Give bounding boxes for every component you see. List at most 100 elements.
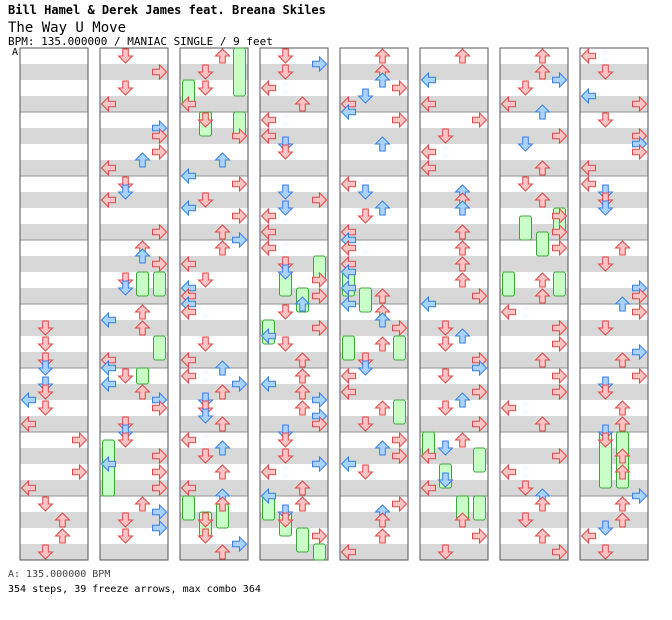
beat-stripe — [180, 480, 248, 496]
step-arrow-down — [437, 336, 454, 352]
step-arrow-down — [597, 384, 614, 400]
beat-stripe — [420, 368, 488, 384]
step-arrow-up — [454, 392, 471, 408]
step-arrow-right — [312, 271, 328, 289]
beat-stripe — [340, 416, 408, 432]
beat-stripe — [580, 272, 648, 288]
chart-column — [99, 47, 169, 561]
step-arrow-up — [214, 224, 231, 240]
step-arrow-up — [374, 288, 391, 304]
beat-stripe — [340, 400, 408, 416]
beat-stripe — [20, 176, 88, 192]
beat-stripe — [580, 384, 648, 400]
beat-stripe — [580, 480, 648, 496]
beat-stripe — [420, 384, 488, 400]
step-arrow-up — [134, 248, 151, 264]
step-arrow-up — [134, 496, 151, 512]
chart-column — [339, 47, 409, 561]
beat-stripe — [580, 464, 648, 480]
step-arrow-right — [552, 223, 568, 241]
beat-stripe — [580, 176, 648, 192]
beat-stripe — [260, 240, 328, 256]
beat-stripe — [420, 496, 488, 512]
beat-stripe — [20, 416, 88, 432]
beat-stripe — [340, 256, 408, 272]
step-arrow-right — [232, 375, 248, 393]
step-arrow-up — [614, 448, 631, 464]
step-arrow-right — [552, 543, 568, 561]
step-arrow-down — [277, 504, 294, 520]
chart-column — [499, 47, 569, 561]
beat-stripe — [580, 208, 648, 224]
beat-stripe — [500, 512, 568, 528]
column-border — [339, 47, 409, 561]
beat-stripe — [100, 464, 168, 480]
step-arrow-up — [454, 200, 471, 216]
step-arrow-up — [534, 352, 551, 368]
step-arrow-up — [534, 160, 551, 176]
step-arrow-left — [180, 255, 196, 273]
beat-stripe — [20, 512, 88, 528]
step-arrow-down — [517, 176, 534, 192]
step-arrow-left — [420, 71, 436, 89]
beat-stripe — [340, 496, 408, 512]
beat-stripe — [580, 400, 648, 416]
beat-stripe — [420, 464, 488, 480]
step-arrow-up — [374, 72, 391, 88]
beat-stripe — [100, 528, 168, 544]
step-arrow-down — [357, 88, 374, 104]
beat-stripe — [500, 256, 568, 272]
step-arrow-right — [312, 527, 328, 545]
step-arrow-down — [277, 336, 294, 352]
step-arrow-left — [260, 463, 276, 481]
step-arrow-right — [312, 415, 328, 433]
step-arrow-down — [597, 320, 614, 336]
beat-stripe — [340, 48, 408, 64]
beat-stripe — [180, 448, 248, 464]
beat-stripe — [500, 528, 568, 544]
beat-stripe — [20, 496, 88, 512]
beat-stripe — [180, 96, 248, 112]
beat-stripe — [180, 160, 248, 176]
step-arrow-down — [197, 392, 214, 408]
beat-stripe — [180, 240, 248, 256]
beat-stripe — [500, 416, 568, 432]
beat-stripe — [100, 304, 168, 320]
beat-stripe — [20, 480, 88, 496]
step-arrow-up — [614, 352, 631, 368]
beat-stripe — [340, 384, 408, 400]
beat-stripe — [420, 112, 488, 128]
beat-stripe — [500, 464, 568, 480]
beat-stripe — [340, 144, 408, 160]
step-arrow-up — [454, 432, 471, 448]
beat-stripe — [580, 432, 648, 448]
beat-stripe — [100, 288, 168, 304]
beat-stripe — [180, 272, 248, 288]
beat-stripe — [340, 208, 408, 224]
step-arrow-down — [37, 320, 54, 336]
footer-stats: 354 steps, 39 freeze arrows, max combo 3… — [8, 584, 261, 595]
step-arrow-down — [597, 184, 614, 200]
beat-stripe — [260, 336, 328, 352]
beat-stripe — [500, 320, 568, 336]
step-arrow-up — [454, 240, 471, 256]
beat-stripe — [340, 512, 408, 528]
beat-stripe — [180, 400, 248, 416]
beat-stripe — [340, 176, 408, 192]
step-arrow-down — [597, 520, 614, 536]
beat-stripe — [500, 144, 568, 160]
beat-stripe — [420, 416, 488, 432]
step-arrow-right — [552, 239, 568, 257]
beat-stripe — [500, 544, 568, 560]
step-arrow-up — [534, 496, 551, 512]
step-arrow-up — [534, 416, 551, 432]
step-arrow-right — [632, 487, 648, 505]
step-arrow-left — [260, 111, 276, 129]
step-arrow-left — [100, 455, 116, 473]
step-arrow-left — [180, 199, 196, 217]
beat-stripe — [100, 512, 168, 528]
beat-stripe — [420, 336, 488, 352]
step-arrow-left — [580, 527, 596, 545]
beat-stripe — [340, 480, 408, 496]
beat-stripe — [580, 544, 648, 560]
